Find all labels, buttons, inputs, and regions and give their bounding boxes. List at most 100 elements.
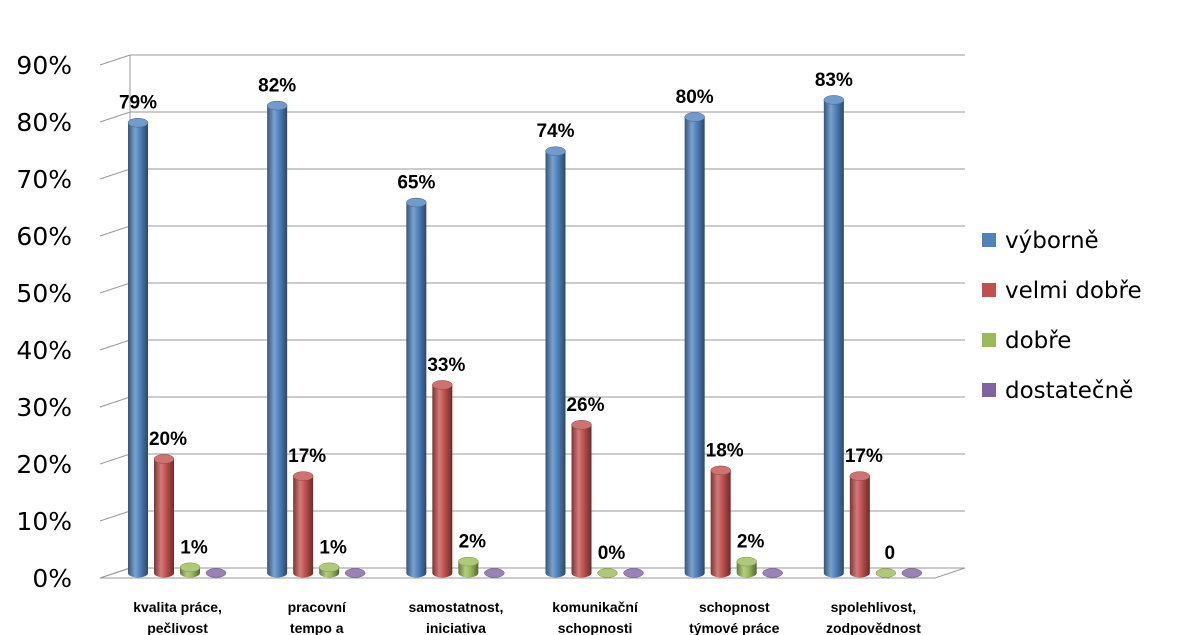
bar bbox=[179, 562, 201, 578]
legend-label: velmi dobře bbox=[1005, 278, 1142, 304]
bar bbox=[875, 568, 897, 578]
y-tick-label: 80% bbox=[16, 108, 72, 137]
bar-body bbox=[823, 99, 844, 578]
x-tick-label: komunikační schopnosti bbox=[552, 599, 639, 635]
legend-label: dostatečně bbox=[1005, 378, 1133, 404]
bar-top bbox=[205, 568, 227, 578]
bar bbox=[432, 380, 453, 578]
bar-top bbox=[849, 471, 871, 481]
gridline-side bbox=[99, 510, 131, 522]
gridline-side bbox=[99, 453, 131, 465]
bar bbox=[266, 100, 288, 578]
data-label: 17% bbox=[288, 446, 326, 467]
y-tick-label: 50% bbox=[16, 279, 72, 308]
bar-top bbox=[545, 146, 566, 156]
bar-body bbox=[406, 202, 427, 578]
bar bbox=[901, 568, 923, 578]
legend-item: výborně bbox=[982, 228, 1099, 254]
bar-body bbox=[154, 459, 174, 578]
gridline-side bbox=[99, 339, 131, 351]
bar-body bbox=[849, 476, 870, 578]
bars bbox=[127, 95, 923, 578]
gridline-side bbox=[99, 282, 131, 294]
bar-top bbox=[179, 562, 201, 573]
y-tick-label: 60% bbox=[16, 222, 72, 251]
bar-top bbox=[484, 568, 505, 578]
legend-swatch bbox=[982, 233, 996, 247]
bar bbox=[153, 454, 175, 578]
bar bbox=[406, 197, 427, 578]
data-label: 65% bbox=[397, 173, 435, 194]
bar-top bbox=[623, 568, 644, 578]
y-tick-label: 70% bbox=[16, 165, 72, 194]
bar bbox=[318, 562, 340, 578]
gridline-side bbox=[99, 396, 131, 408]
bar-top bbox=[684, 112, 705, 122]
x-tick-label: schopnost týmové práce bbox=[689, 599, 779, 635]
gridline-side bbox=[99, 54, 131, 66]
bar bbox=[344, 568, 366, 578]
legend: výborně velmi dobře dobře dostatečně bbox=[982, 228, 1142, 404]
legend-swatch bbox=[982, 283, 996, 297]
data-label: 79% bbox=[119, 93, 157, 114]
bar-top bbox=[875, 568, 897, 578]
bar bbox=[292, 471, 314, 578]
bar bbox=[484, 568, 505, 578]
gridline-side bbox=[99, 111, 131, 123]
bar-body bbox=[545, 151, 566, 578]
bar bbox=[849, 471, 871, 578]
bar bbox=[684, 112, 705, 578]
data-label: 33% bbox=[427, 355, 465, 376]
x-tick-label: kvalita práce, pečlivost bbox=[133, 599, 222, 635]
bar-body bbox=[684, 117, 705, 578]
bar-top bbox=[823, 95, 845, 105]
y-tick-label: 10% bbox=[16, 507, 72, 536]
bar-body bbox=[293, 476, 314, 578]
legend-item: dostatečně bbox=[982, 378, 1133, 404]
legend-label: výborně bbox=[1005, 228, 1099, 254]
bar bbox=[205, 568, 227, 578]
gridline-side bbox=[99, 168, 131, 180]
bar bbox=[623, 568, 644, 578]
bar bbox=[458, 556, 479, 578]
bar-top bbox=[432, 380, 453, 390]
y-tick-label: 0% bbox=[32, 564, 72, 593]
data-label: 2% bbox=[737, 532, 765, 553]
bar-top bbox=[571, 420, 592, 430]
y-tick-label: 90% bbox=[16, 51, 72, 80]
bar bbox=[571, 420, 592, 578]
data-label: 26% bbox=[566, 395, 604, 416]
bar-top bbox=[736, 556, 757, 567]
bar-body bbox=[571, 424, 592, 578]
bar bbox=[710, 465, 731, 578]
bar bbox=[597, 568, 618, 578]
y-tick-label: 30% bbox=[16, 393, 72, 422]
bar-body bbox=[432, 384, 453, 578]
data-label: 74% bbox=[536, 121, 574, 142]
bar bbox=[762, 568, 783, 578]
bar-top bbox=[318, 562, 340, 573]
bar-top bbox=[127, 117, 149, 128]
legend-swatch bbox=[982, 383, 996, 397]
bar-body bbox=[710, 470, 731, 578]
bar bbox=[823, 95, 845, 578]
bar-top bbox=[153, 454, 175, 464]
bar-top bbox=[406, 197, 427, 208]
bar-top bbox=[710, 465, 731, 476]
data-label: 2% bbox=[459, 532, 487, 553]
data-label: 0% bbox=[598, 543, 626, 564]
data-labels: 79% 20% 1% 82% 17% 1% 65% 33% 2% 74% 26% 0% 80% 18% 2%… bbox=[119, 70, 895, 564]
y-tick-label: 40% bbox=[16, 336, 72, 365]
bar-top bbox=[458, 556, 479, 567]
x-tick-label: samostatnost, iniciativa bbox=[408, 599, 503, 635]
side-wall-edge bbox=[99, 567, 131, 579]
bar-top bbox=[266, 100, 288, 111]
bar bbox=[736, 556, 757, 578]
data-label: 17% bbox=[845, 446, 883, 467]
data-label: 80% bbox=[676, 87, 714, 108]
x-tick-label: spolehlivost, zodpovědnost bbox=[826, 599, 921, 635]
bar-top bbox=[762, 568, 783, 578]
bar-top bbox=[344, 568, 366, 578]
